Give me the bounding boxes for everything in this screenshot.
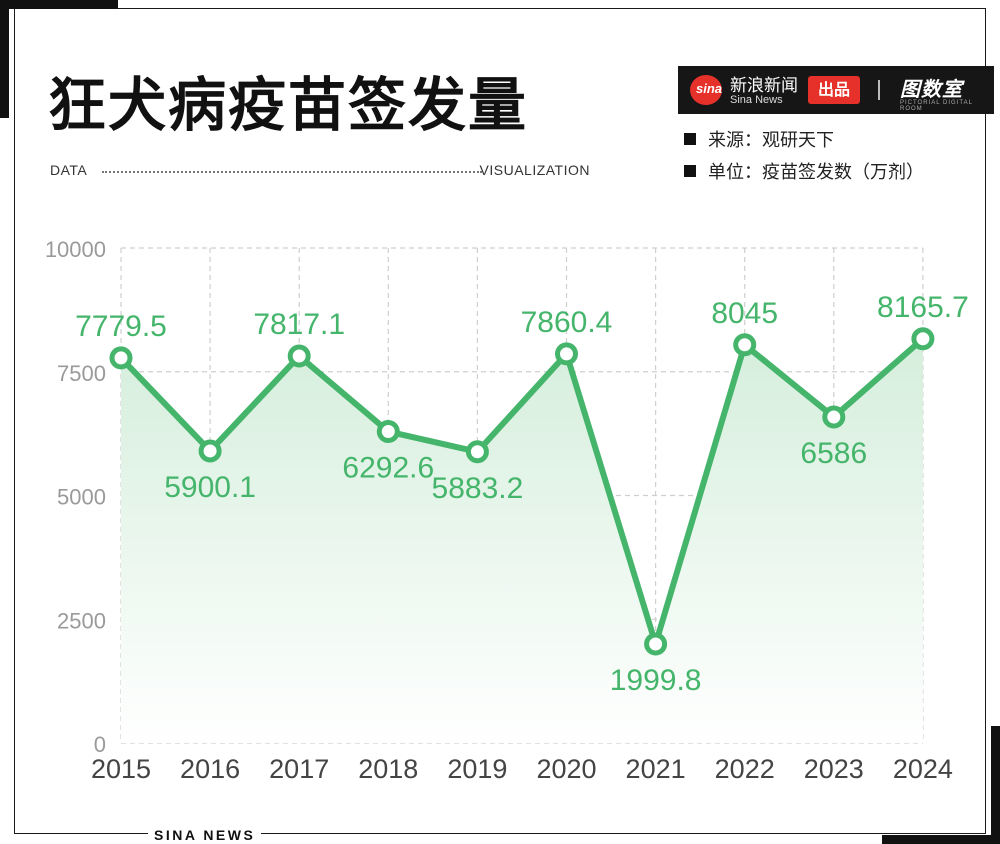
data-label: 7817.1 — [253, 308, 345, 341]
visualization-label: VISUALIZATION — [479, 162, 590, 178]
chart-title: 狂犬病疫苗签发量 — [48, 71, 529, 139]
produced-badge: 出品 — [808, 76, 860, 104]
brand-bar: sina 新浪新闻 Sina News 出品 图数室 PICTORIAL DIG… — [678, 66, 994, 114]
bullet-square-icon — [684, 165, 696, 177]
y-tick-label: 7500 — [57, 361, 106, 386]
data-point — [911, 327, 935, 351]
x-tick-label: 2020 — [536, 754, 596, 784]
data-label: 5883.2 — [432, 472, 524, 505]
data-label: 5900.1 — [164, 471, 256, 504]
source-note: 来源：观研天下 — [684, 126, 834, 152]
x-tick-label: 2022 — [715, 754, 775, 784]
data-label: DATA — [50, 162, 88, 178]
sina-news-name: 新浪新闻 — [730, 76, 798, 96]
sina-logo-icon: sina — [690, 75, 722, 105]
data-point — [555, 342, 578, 366]
dotted-divider — [102, 171, 482, 173]
series-line — [118, 335, 926, 648]
unit-note: 单位：疫苗签发数（万剂） — [684, 158, 924, 184]
corner-mark-top-left — [0, 0, 118, 9]
brand-separator — [878, 80, 880, 100]
unit-text: 单位：疫苗签发数（万剂） — [708, 162, 924, 183]
corner-mark-top-left-vertical — [0, 0, 9, 118]
corner-mark-bottom-right — [882, 835, 1000, 844]
data-point — [465, 440, 489, 464]
data-point — [822, 405, 846, 429]
source-text: 来源：观研天下 — [708, 130, 834, 151]
data-visualization-strip: DATA VISUALIZATION — [50, 162, 590, 182]
x-tick-label: 2015 — [91, 754, 151, 784]
y-tick-label: 5000 — [57, 485, 106, 510]
data-label: 8165.7 — [877, 291, 969, 324]
x-tick-label: 2017 — [269, 754, 329, 784]
x-tick-label: 2023 — [804, 754, 864, 784]
data-point — [109, 346, 133, 370]
y-tick-label: 2500 — [57, 608, 106, 633]
partner-logo: 图数室 — [900, 77, 963, 101]
footer-brand: SINA NEWS — [148, 827, 262, 843]
y-tick-label: 0 — [94, 732, 106, 757]
data-point — [198, 439, 222, 463]
chart-frame — [14, 8, 986, 834]
data-point — [287, 344, 311, 368]
series-area — [121, 338, 923, 743]
x-tick-label: 2024 — [893, 754, 953, 784]
x-tick-label: 2016 — [180, 754, 240, 784]
bullet-square-icon — [684, 133, 696, 145]
x-tick-label: 2019 — [447, 754, 507, 784]
data-label: 6586 — [800, 437, 867, 470]
corner-mark-bottom-right-vertical — [991, 726, 1000, 844]
y-tick-label: 10000 — [45, 237, 106, 262]
sina-news-name-en: Sina News — [730, 94, 783, 106]
partner-logo-subtitle: PICTORIAL DIGITAL ROOM — [900, 100, 973, 112]
data-point — [376, 420, 400, 444]
x-tick-label: 2021 — [626, 754, 686, 784]
data-point — [644, 632, 668, 656]
data-label: 7779.5 — [75, 310, 167, 343]
data-label: 8045 — [711, 297, 778, 330]
data-label: 1999.8 — [610, 664, 702, 697]
x-tick-label: 2018 — [358, 754, 418, 784]
data-label: 6292.6 — [342, 452, 434, 485]
data-label: 7860.4 — [521, 306, 613, 339]
data-point — [733, 333, 757, 357]
